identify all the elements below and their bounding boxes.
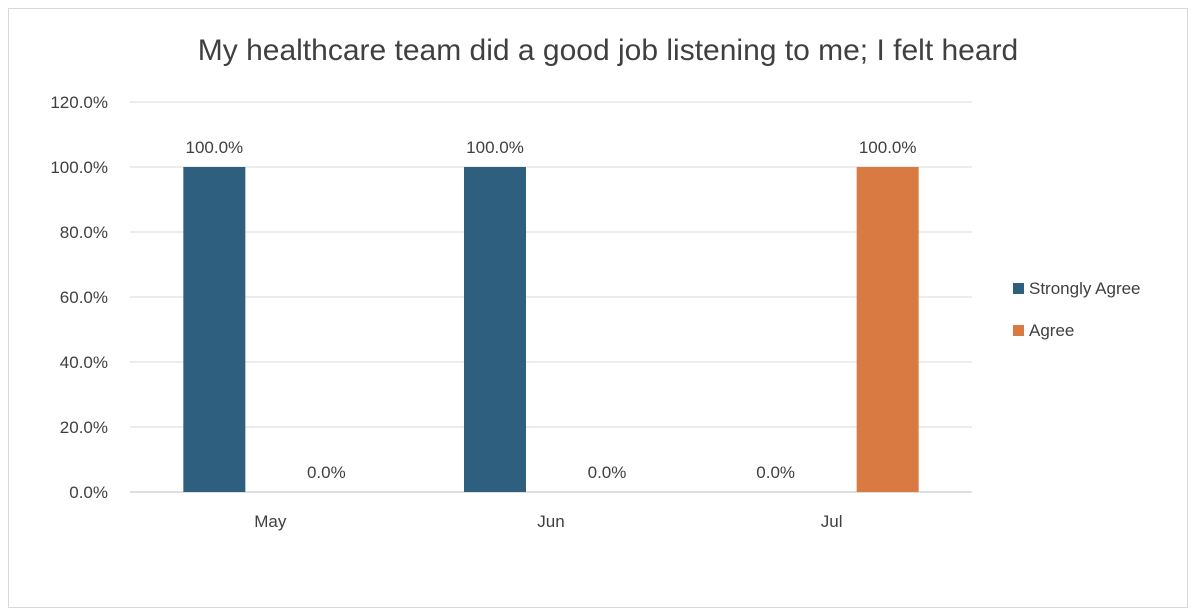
y-tick-label: 80.0% bbox=[60, 223, 108, 242]
y-axis: 0.0% 20.0% 40.0% 60.0% 80.0% 100.0% 120.0% bbox=[50, 93, 108, 502]
legend-label: Strongly Agree bbox=[1029, 279, 1141, 298]
data-label: 0.0% bbox=[588, 463, 627, 482]
bar-strongly-agree-jun bbox=[464, 167, 526, 492]
x-axis: May Jun Jul bbox=[254, 512, 842, 531]
legend-swatch bbox=[1013, 325, 1024, 336]
legend: Strongly Agree Agree bbox=[1013, 279, 1141, 340]
legend-swatch bbox=[1013, 283, 1024, 294]
bar-agree-jul bbox=[856, 167, 919, 492]
gridlines bbox=[130, 101, 972, 493]
data-label: 100.0% bbox=[466, 138, 524, 157]
x-tick-label: Jul bbox=[821, 512, 843, 531]
data-label: 100.0% bbox=[859, 138, 917, 157]
bars: 100.0% 0.0% 100.0% 0.0% 0.0% 100.0% bbox=[183, 138, 919, 492]
y-tick-label: 100.0% bbox=[50, 158, 108, 177]
data-label: 100.0% bbox=[185, 138, 243, 157]
x-tick-label: Jun bbox=[537, 512, 564, 531]
y-tick-label: 120.0% bbox=[50, 93, 108, 112]
y-tick-label: 20.0% bbox=[60, 418, 108, 437]
y-tick-label: 60.0% bbox=[60, 288, 108, 307]
y-tick-label: 40.0% bbox=[60, 353, 108, 372]
data-label: 0.0% bbox=[756, 463, 795, 482]
legend-label: Agree bbox=[1029, 321, 1074, 340]
data-label: 0.0% bbox=[307, 463, 346, 482]
bar-strongly-agree-may bbox=[183, 167, 246, 492]
y-tick-label: 0.0% bbox=[69, 483, 108, 502]
x-tick-label: May bbox=[254, 512, 287, 531]
chart-title: My healthcare team did a good job listen… bbox=[198, 34, 1018, 67]
bar-chart: My healthcare team did a good job listen… bbox=[50, 34, 1141, 531]
